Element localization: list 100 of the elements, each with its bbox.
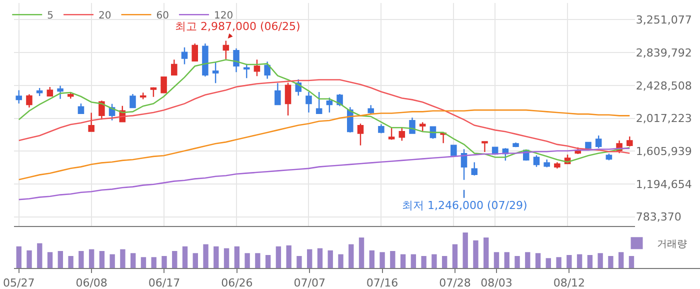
bar [265,254,271,268]
candlestick [378,124,384,134]
y-tick-label: 3,251,077 [636,14,692,27]
candlestick [171,58,178,76]
bar [628,256,634,268]
candlestick [482,140,488,153]
bar [556,257,562,268]
candlestick [398,126,406,142]
bar [192,253,198,268]
candlestick [274,82,281,106]
legend-label: 60 [156,10,169,22]
bar [587,254,593,268]
candlestick [544,158,550,168]
bar [16,246,22,268]
bar [234,246,240,268]
bar [576,254,582,268]
bar [566,254,572,268]
candlestick [606,153,612,161]
bar [410,254,416,268]
candlestick [357,123,364,146]
bar [37,243,42,268]
candlestick [326,97,333,114]
bar [78,251,84,268]
bar [338,254,344,268]
bar [130,253,136,268]
line-series [18,148,630,200]
bar [214,246,219,268]
candlestick [46,86,54,98]
y-tick-label: 2,839,792 [636,46,692,60]
bar [203,244,208,268]
bar [172,251,178,268]
annotation: 최고 2,987,000 (06/25) [175,20,300,33]
bar [421,256,426,268]
line-series [18,109,630,180]
y-tick-label: 2,428,508 [636,79,692,92]
y-tick-label: 1,194,654 [636,178,692,191]
bar [546,258,551,268]
bar [598,253,603,268]
y-tick-label: 2,017,223 [636,112,692,126]
bar [328,250,333,268]
bar [99,251,105,268]
bar [494,252,500,268]
bar [120,249,126,268]
candlestick [388,126,395,140]
candlestick [626,136,633,148]
candlestick [243,63,250,79]
candlestick [419,122,426,132]
y-tick-label: 1,605,939 [636,145,692,158]
candlestick [130,93,136,108]
bar [26,250,32,268]
x-tick-label: 06/17 [148,276,180,289]
candlestick [78,102,84,115]
bar [296,256,302,268]
bar [58,251,64,268]
bar [88,249,94,268]
candlestick [181,46,188,65]
line-series [18,59,630,163]
bar [68,256,74,268]
x-tick-label: 07/28 [439,276,471,289]
bar [462,232,468,268]
candlestick [595,134,602,149]
candlestick [98,100,105,120]
bar [504,252,510,268]
candlestick [150,86,157,98]
y-tick-label: 783,370 [636,210,682,224]
bar [608,256,614,268]
candlestick [306,91,312,114]
candlestick [368,104,374,114]
annotation: 최저 1,246,000 (07/29) [402,199,528,212]
bar [432,254,437,268]
candlestick [264,60,270,80]
candlestick [160,76,167,94]
legend-label: 120 [214,10,234,22]
bar [307,249,312,268]
candlestick [192,42,198,62]
candlestick [88,112,94,132]
bar [400,254,406,268]
line-series [18,79,630,154]
bar [348,244,354,268]
candlestick [222,40,230,60]
bar [244,253,250,268]
bar [452,244,458,268]
candlestick [16,90,22,104]
candlestick [533,154,540,168]
x-tick-label: 05/27 [3,276,35,289]
x-tick-label: 07/16 [366,276,398,289]
bar [442,256,448,268]
bar [525,252,530,268]
bar [473,240,478,268]
bar [618,252,624,268]
bar [358,238,364,268]
legend-label: 20 [98,10,112,22]
candlestick [585,141,592,150]
candlestick [336,93,343,107]
candlestick [26,94,32,108]
candlestick [233,48,240,73]
candlestick [512,142,519,148]
bar [380,252,385,268]
bar [255,253,260,268]
bar [286,245,292,268]
